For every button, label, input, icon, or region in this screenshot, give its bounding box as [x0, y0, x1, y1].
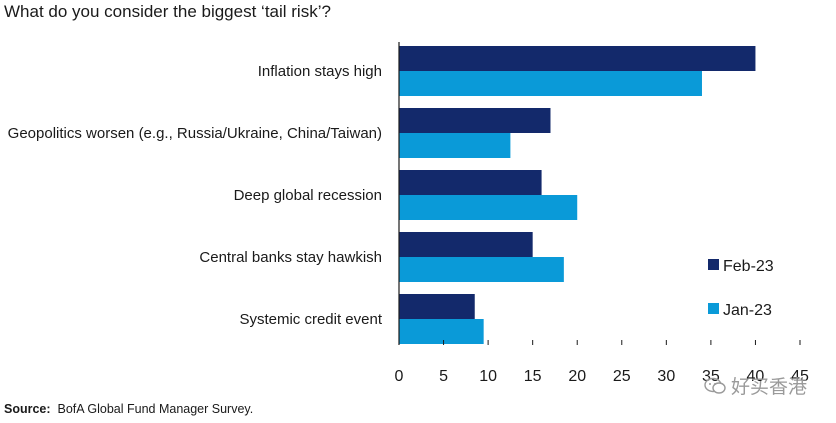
bar-feb-23-3 [399, 232, 533, 257]
legend-label: Feb-23 [723, 258, 774, 275]
wechat-icon [704, 377, 726, 394]
chart-title: What do you consider the biggest ‘tail r… [4, 2, 331, 21]
x-tick-label: 20 [568, 368, 586, 385]
x-tick-label: 0 [395, 368, 404, 385]
x-tick-label: 25 [613, 368, 631, 385]
source-note: Source: BofA Global Fund Manager Survey. [4, 402, 253, 416]
bar-feb-23-0 [399, 46, 756, 71]
x-tick-label: 40 [747, 368, 765, 385]
source-text: BofA Global Fund Manager Survey. [57, 402, 254, 416]
x-tick-label: 10 [479, 368, 497, 385]
category-label: Systemic credit event [239, 311, 382, 328]
x-tick-label: 45 [791, 368, 809, 385]
bar-jan-23-4 [399, 319, 484, 344]
x-tick-label: 30 [657, 368, 675, 385]
legend-swatch-feb-23 [708, 259, 719, 270]
watermark: 好买香港 [704, 372, 807, 399]
bar-feb-23-4 [399, 294, 475, 319]
category-label: Inflation stays high [258, 63, 382, 80]
bar-jan-23-0 [399, 71, 702, 96]
source-label: Source: [4, 402, 51, 416]
x-tick-label: 5 [439, 368, 448, 385]
legend-label: Jan-23 [723, 302, 772, 319]
x-tick-label: 15 [524, 368, 542, 385]
bar-jan-23-1 [399, 133, 511, 158]
bar-jan-23-2 [399, 195, 578, 220]
category-label: Geopolitics worsen (e.g., Russia/Ukraine… [8, 125, 382, 142]
legend-swatch-jan-23 [708, 303, 719, 314]
category-label: Deep global recession [234, 187, 382, 204]
bar-feb-23-2 [399, 170, 542, 195]
category-label: Central banks stay hawkish [199, 249, 382, 266]
bar-jan-23-3 [399, 257, 564, 282]
bar-feb-23-1 [399, 108, 551, 133]
watermark-text: 好买香港 [731, 377, 808, 398]
